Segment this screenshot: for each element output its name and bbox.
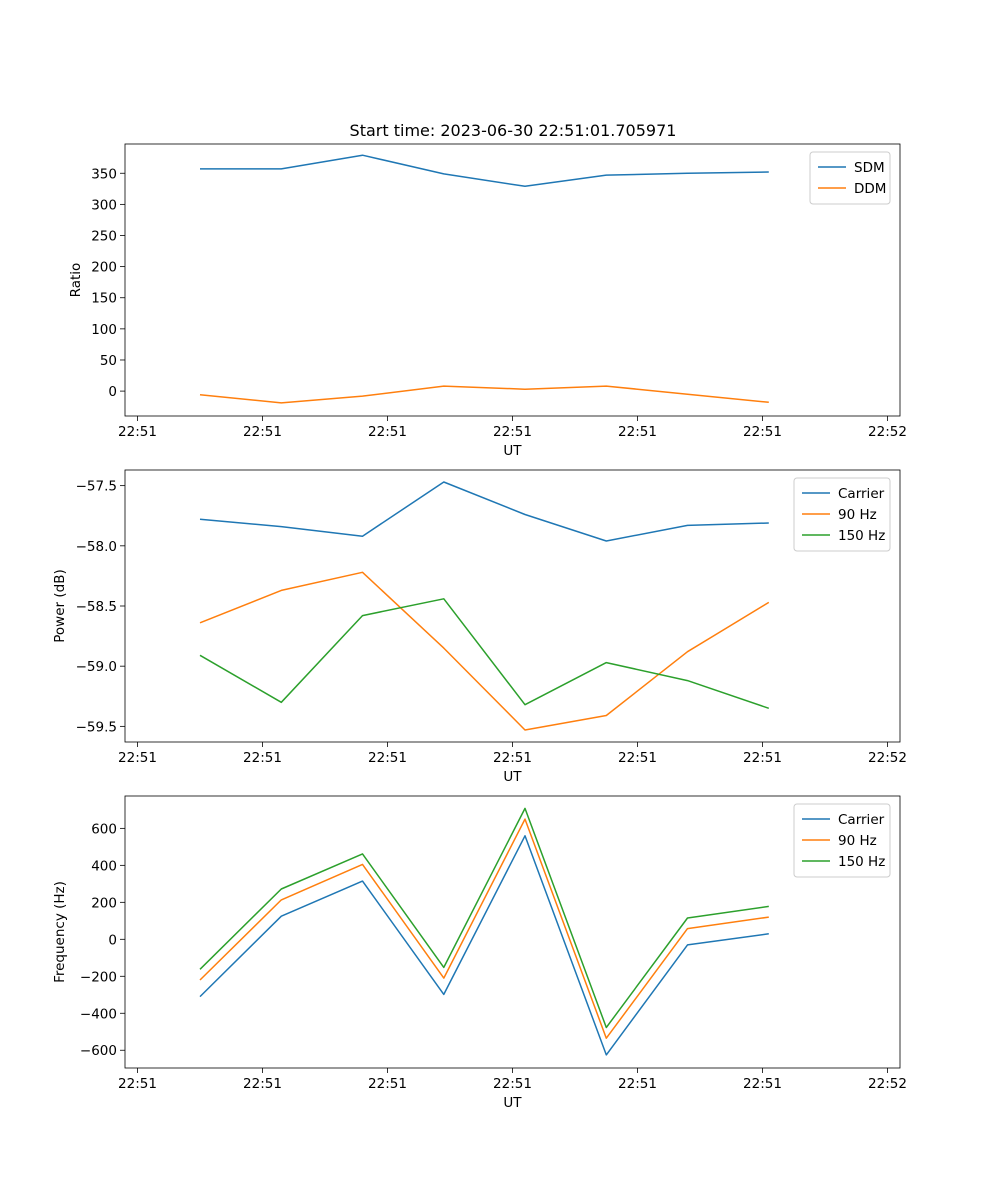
figure-title: Start time: 2023-06-30 22:51:01.705971 [350, 121, 677, 140]
series-line-carrier [199, 481, 769, 542]
x-tick-label: 22:51 [618, 750, 657, 766]
chart-panel-3: 22:51 22:51 22:51 22:51 22:51 22:51 22:52 UT −60… [52, 795, 907, 1111]
series-line-90-hz [199, 571, 770, 731]
series-group [199, 481, 770, 731]
x-tick-label: 22:51 [618, 1076, 657, 1092]
x-tick-label: 22:51 [243, 1076, 282, 1092]
y-axis-label: Power (dB) [52, 569, 68, 642]
x-tick-label: 22:51 [493, 750, 532, 766]
y-tick-label: 200 [91, 895, 117, 911]
x-tick-label: 22:51 [118, 750, 157, 766]
x-tick-label: 22:51 [618, 424, 657, 440]
legend: Carrier 90 Hz 150 Hz [793, 477, 891, 552]
y-tick-label: 150 [91, 291, 117, 307]
y-tick-label: 600 [91, 821, 117, 837]
y-tick-label: −58.0 [76, 539, 117, 555]
y-tick-label: 50 [100, 353, 117, 369]
x-tick-label: 22:52 [868, 1076, 907, 1092]
chart-panel-1: 22:51 22:51 22:51 22:51 22:51 22:51 22:52 UT 0 50… [68, 143, 907, 459]
y-tick-label: 0 [108, 932, 117, 948]
legend: Carrier 90 Hz 150 Hz [793, 803, 891, 878]
x-tick-label: 22:52 [868, 424, 907, 440]
legend-label: Carrier [838, 812, 885, 828]
y-tick-label: 250 [91, 228, 117, 244]
legend-box [809, 151, 891, 205]
legend-label: 90 Hz [838, 507, 877, 523]
legend-box [793, 803, 891, 878]
legend-label: 90 Hz [838, 833, 877, 849]
x-tick-label: 22:51 [743, 424, 782, 440]
legend-label: 150 Hz [838, 854, 885, 870]
x-tick-label: 22:51 [243, 750, 282, 766]
y-axis-label: Frequency (Hz) [52, 881, 68, 983]
y-tick-label: 0 [108, 384, 117, 400]
x-tick-label: 22:51 [368, 750, 407, 766]
legend-label: Carrier [838, 486, 885, 502]
y-tick-label: −600 [80, 1043, 117, 1059]
series-line-carrier [199, 835, 769, 1056]
y-axis-label: Ratio [68, 263, 84, 298]
legend-box [793, 477, 891, 552]
x-axis-label: UT [503, 443, 522, 459]
x-tick-label: 22:51 [493, 1076, 532, 1092]
y-tick-label: −59.5 [76, 719, 117, 735]
x-tick-label: 22:51 [118, 424, 157, 440]
x-tick-label: 22:52 [868, 750, 907, 766]
chart-panel-2: 22:51 22:51 22:51 22:51 22:51 22:51 22:52 UT −59… [52, 469, 907, 785]
legend: SDM DDM [809, 151, 891, 205]
legend-label: 150 Hz [838, 528, 885, 544]
y-tick-label: 200 [91, 260, 117, 276]
series-group [199, 154, 769, 404]
series-line-150-hz [199, 598, 770, 710]
y-tick-label: −200 [80, 969, 117, 985]
y-tick-label: −59.0 [76, 659, 117, 675]
series-line-90-hz [199, 818, 769, 1039]
x-tick-label: 22:51 [743, 750, 782, 766]
y-tick-label: 400 [91, 858, 117, 874]
y-tick-label: −57.5 [76, 479, 117, 495]
y-tick-label: 300 [91, 197, 117, 213]
x-tick-label: 22:51 [368, 1076, 407, 1092]
x-tick-label: 22:51 [368, 424, 407, 440]
y-tick-label: −400 [80, 1006, 117, 1022]
x-tick-label: 22:51 [493, 424, 532, 440]
legend-label: SDM [854, 160, 885, 176]
x-tick-label: 22:51 [743, 1076, 782, 1092]
y-tick-label: 350 [91, 166, 117, 182]
legend-label: DDM [854, 181, 886, 197]
x-tick-label: 22:51 [118, 1076, 157, 1092]
x-axis-label: UT [503, 1095, 522, 1111]
y-tick-label: −58.5 [76, 599, 117, 615]
series-line-sdm [200, 154, 769, 188]
y-tick-label: 100 [91, 322, 117, 338]
series-line-ddm [199, 385, 769, 404]
x-axis-label: UT [503, 769, 522, 785]
series-line-150-hz [199, 807, 769, 1029]
series-group [199, 807, 769, 1056]
x-tick-label: 22:51 [243, 424, 282, 440]
